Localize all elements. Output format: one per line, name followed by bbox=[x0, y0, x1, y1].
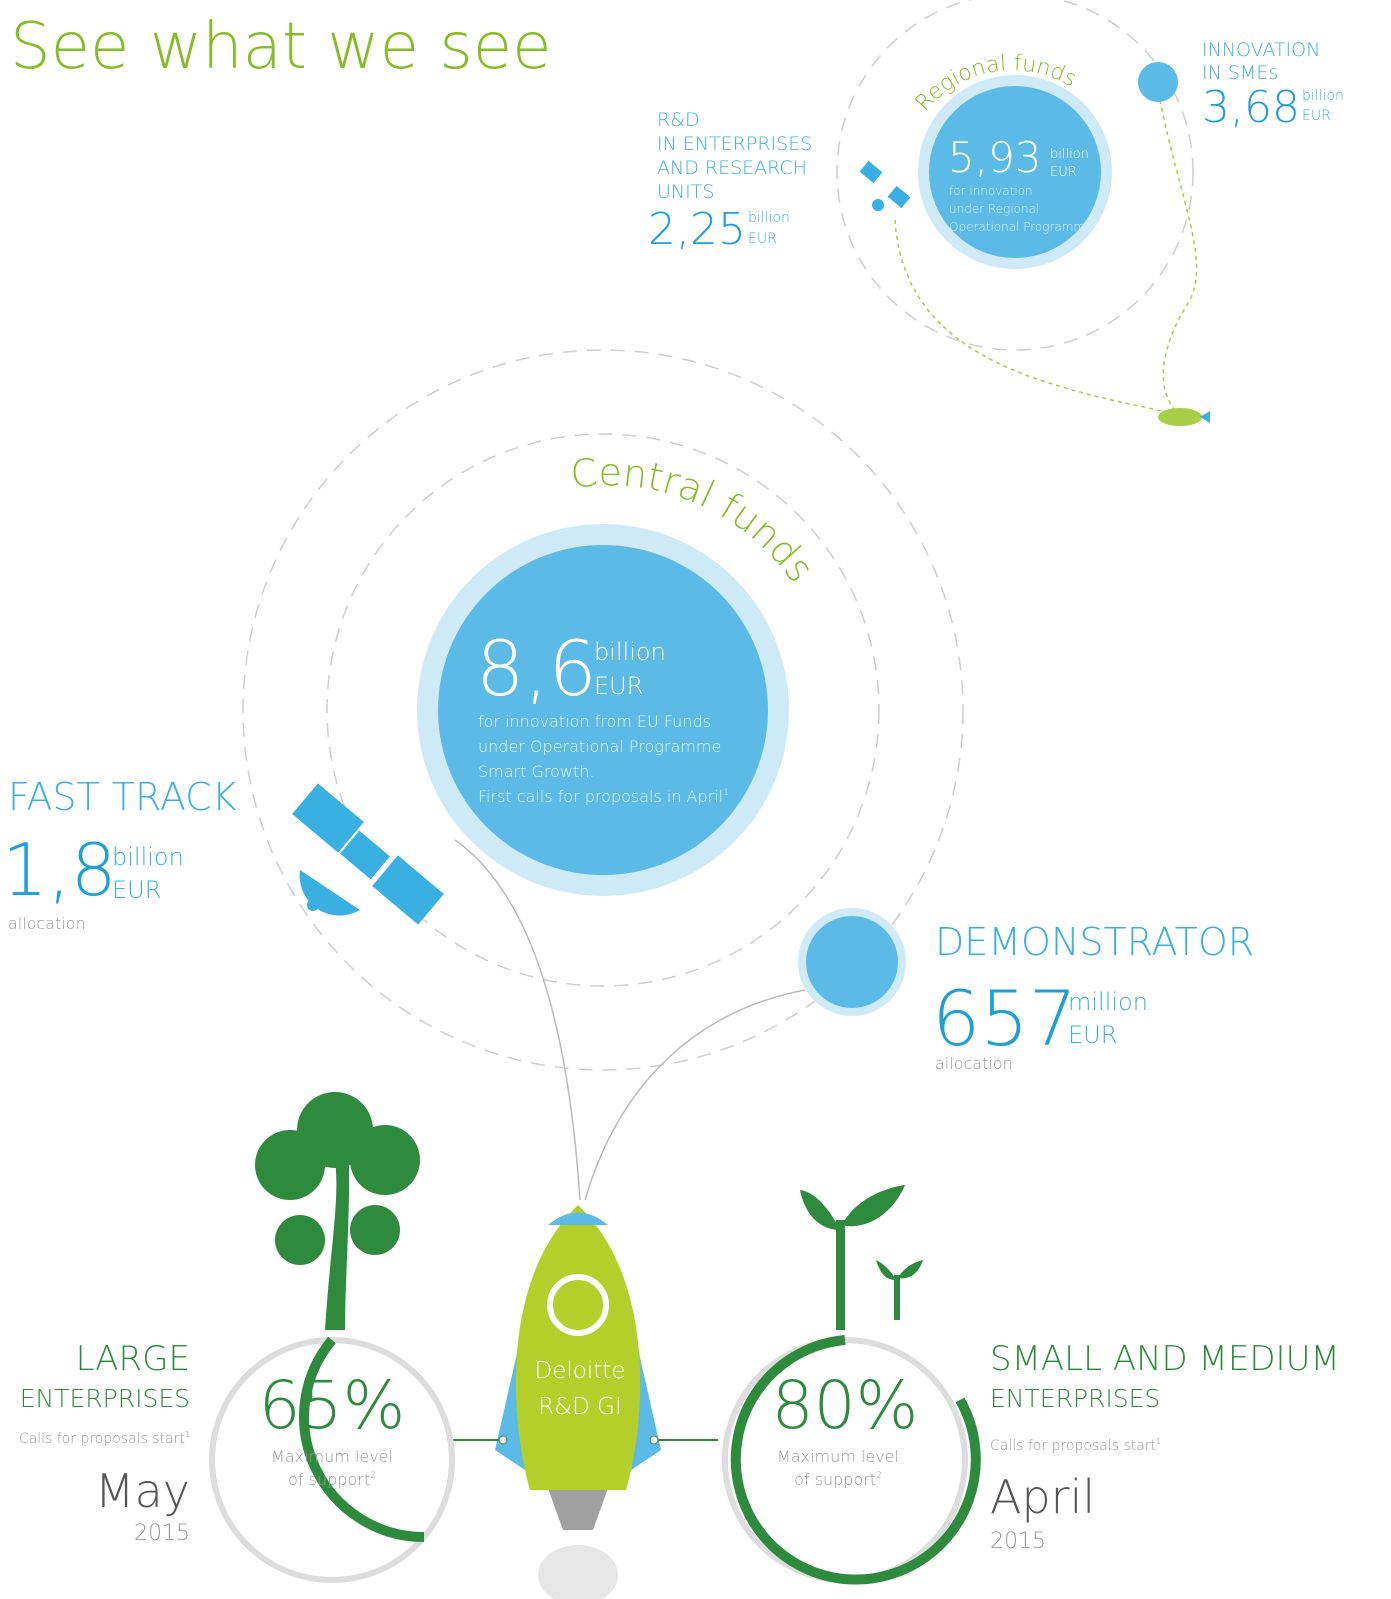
description: for innovation bbox=[949, 184, 1033, 198]
description: under Operational Programme bbox=[478, 737, 721, 756]
month: April bbox=[990, 1470, 1095, 1524]
label: SMALL AND MEDIUM bbox=[990, 1339, 1340, 1379]
currency: EUR bbox=[1068, 1021, 1117, 1049]
small-satellite bbox=[860, 161, 911, 211]
infographic: See what we see Regional funds 5,93 bill… bbox=[0, 0, 1391, 1599]
satellite bbox=[292, 783, 444, 924]
currency: EUR bbox=[1302, 108, 1331, 124]
label: ENTERPRISES bbox=[990, 1384, 1160, 1413]
rocket-label: R&D GI bbox=[538, 1394, 622, 1420]
support: of support2 bbox=[288, 1470, 376, 1489]
description: First calls for proposals in April1 bbox=[478, 787, 729, 806]
label: ENTERPRISES bbox=[20, 1384, 190, 1413]
percent: 80% bbox=[772, 1367, 919, 1444]
unit: billion bbox=[748, 210, 790, 226]
label: INNOVATION bbox=[1202, 39, 1320, 61]
dot bbox=[499, 1436, 507, 1444]
label: R&D bbox=[657, 109, 700, 131]
unit: million bbox=[1068, 988, 1148, 1016]
tree bbox=[255, 1092, 420, 1330]
currency: EUR bbox=[748, 231, 777, 247]
unit: billion bbox=[1050, 147, 1089, 162]
description: for innovation from EU Funds bbox=[478, 712, 711, 731]
circle bbox=[806, 916, 898, 1008]
label: AND RESEARCH bbox=[657, 157, 807, 179]
note: allocation bbox=[8, 914, 86, 933]
amount: 8,6 bbox=[476, 624, 597, 713]
unit: billion bbox=[594, 638, 666, 666]
label: IN ENTERPRISES bbox=[657, 133, 812, 155]
currency: EUR bbox=[594, 672, 643, 700]
currency: EUR bbox=[112, 876, 161, 904]
small-rocket bbox=[1158, 408, 1210, 426]
amount: 5,93 bbox=[948, 133, 1042, 182]
description: Smart Growth. bbox=[478, 762, 594, 781]
month: May bbox=[95, 1464, 190, 1518]
label: DEMONSTRATOR bbox=[935, 920, 1254, 964]
label: IN SMEs bbox=[1202, 62, 1278, 84]
support: Maximum level bbox=[271, 1447, 393, 1466]
amount: 2,25 bbox=[648, 204, 746, 255]
percent: 65% bbox=[259, 1367, 406, 1444]
amount: 1,8 bbox=[2, 828, 117, 912]
description: under Regional bbox=[949, 202, 1039, 216]
currency: EUR bbox=[1050, 165, 1077, 180]
support: Maximum level bbox=[777, 1447, 899, 1466]
note: allocation bbox=[935, 1054, 1013, 1073]
calls: Calls for proposals start1 bbox=[19, 1430, 190, 1447]
year: 2015 bbox=[990, 1529, 1046, 1554]
amount: 3,68 bbox=[1202, 82, 1300, 133]
label: UNITS bbox=[657, 181, 714, 203]
year: 2015 bbox=[134, 1521, 190, 1546]
support: of support2 bbox=[794, 1470, 882, 1489]
description: Operational Programmes bbox=[949, 220, 1099, 234]
unit: billion bbox=[1302, 88, 1344, 104]
unit: billion bbox=[112, 843, 184, 871]
title: See what we see bbox=[10, 10, 551, 84]
label: FAST TRACK bbox=[8, 775, 237, 819]
label: LARGE bbox=[76, 1339, 190, 1379]
calls: Calls for proposals start1 bbox=[990, 1437, 1161, 1454]
dot bbox=[650, 1436, 658, 1444]
amount: 657 bbox=[932, 974, 1077, 1063]
circle bbox=[1138, 62, 1178, 102]
sprout bbox=[800, 1185, 923, 1330]
rocket-label: Deloitte bbox=[535, 1358, 626, 1384]
